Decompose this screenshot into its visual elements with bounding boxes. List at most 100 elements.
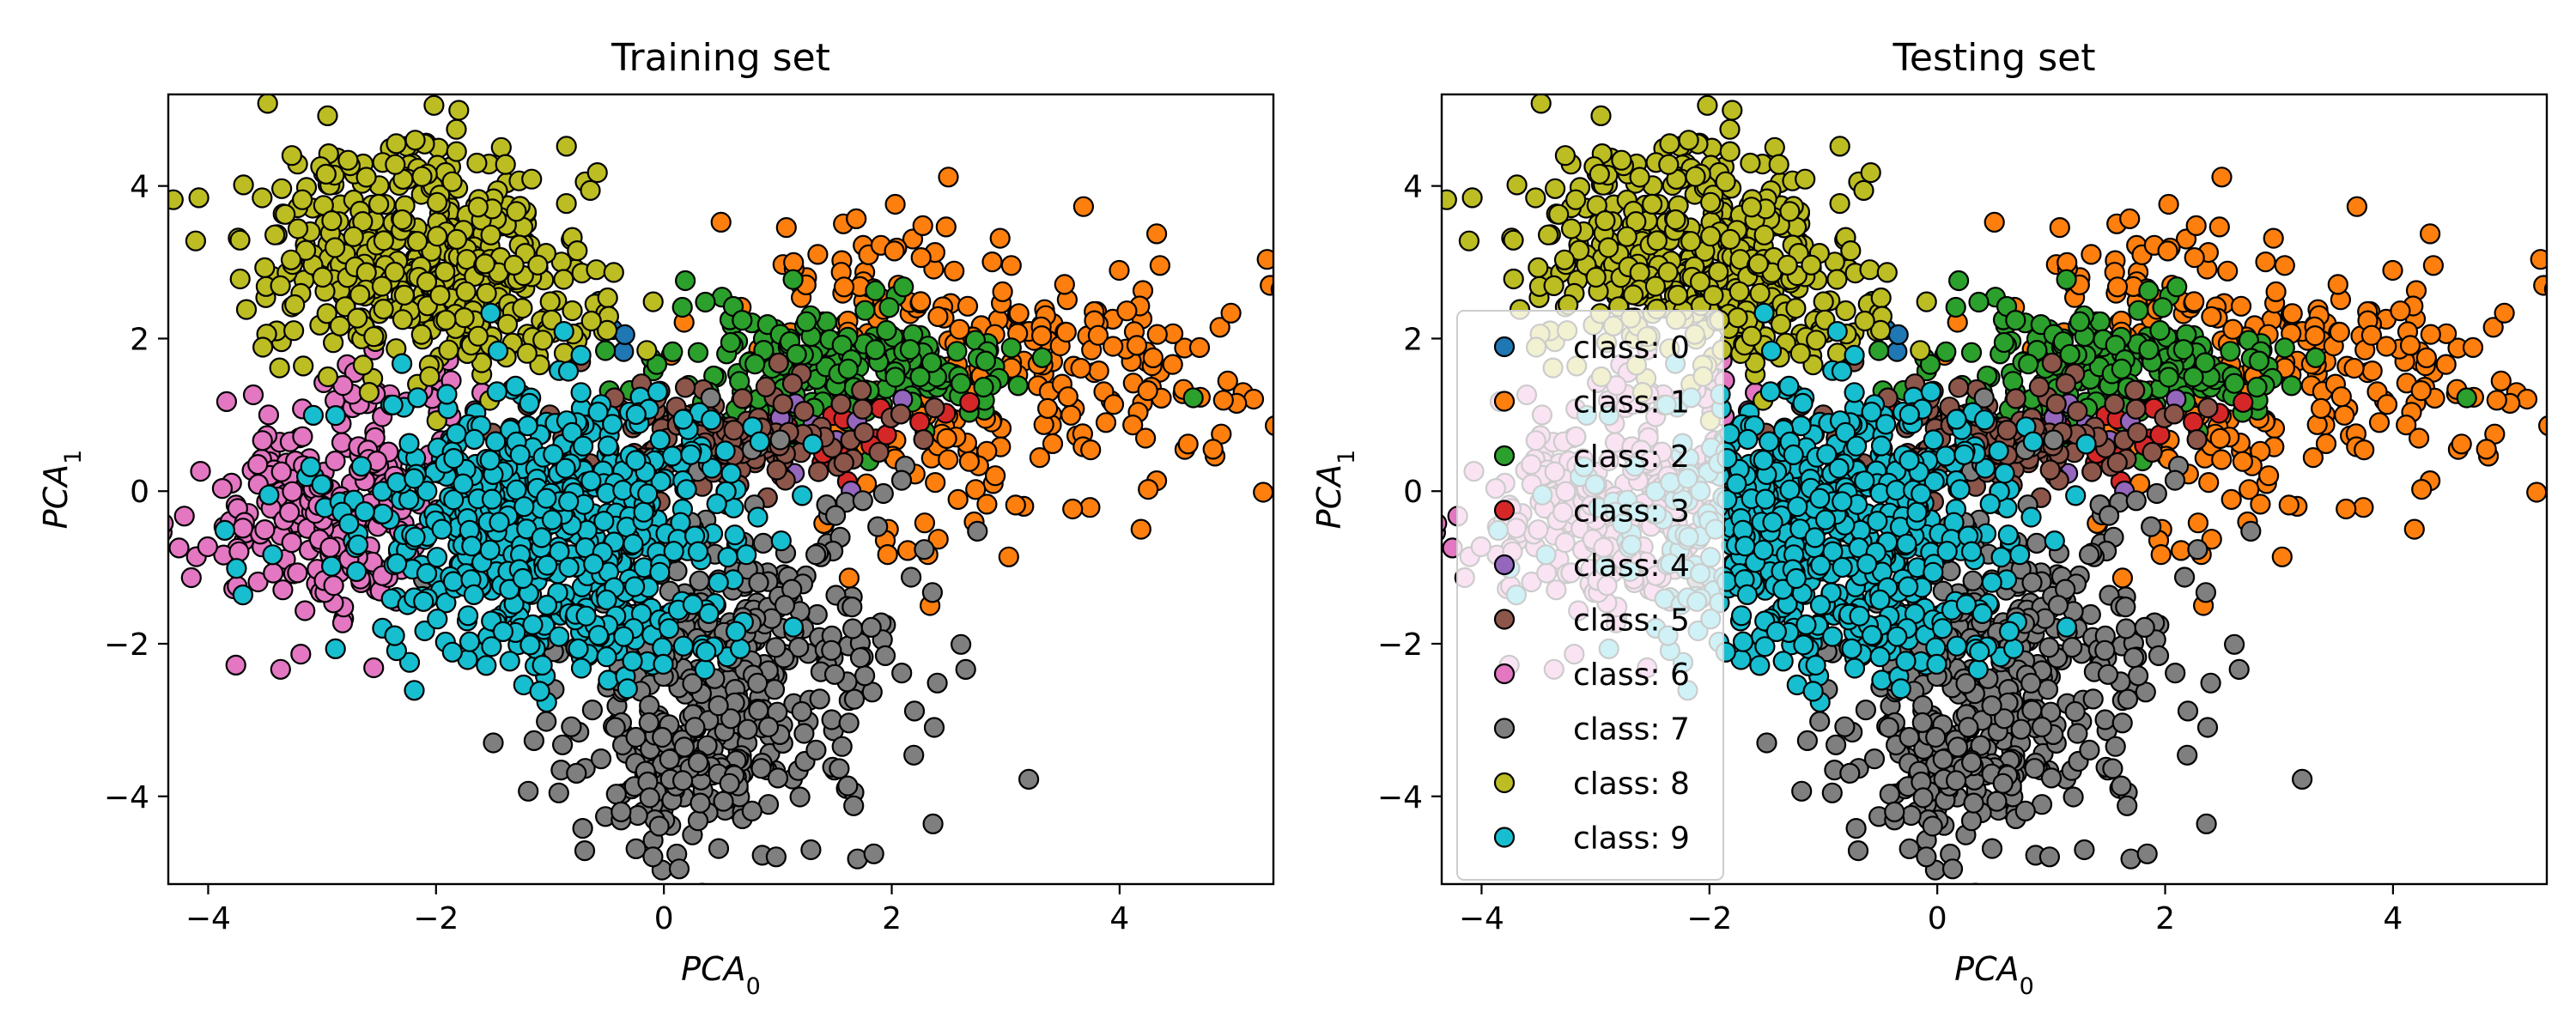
- scatter-point: [441, 171, 463, 192]
- scatter-point: [1948, 270, 1970, 292]
- scatter-point: [2021, 700, 2043, 721]
- scatter-point: [744, 354, 766, 375]
- scatter-point: [258, 484, 280, 506]
- scatter-point: [767, 767, 789, 789]
- scatter-point: [337, 149, 359, 171]
- x-tick-label: 4: [1109, 901, 1129, 936]
- scatter-point: [1860, 162, 1881, 184]
- scatter-point: [2123, 647, 2145, 669]
- scatter-point: [1916, 846, 1937, 868]
- scatter-point: [2079, 739, 2100, 761]
- scatter-point: [1832, 556, 1853, 579]
- scatter-point: [2047, 595, 2069, 616]
- scatter-point: [568, 638, 589, 660]
- scatter-point: [2530, 249, 2547, 270]
- scatter-point: [623, 533, 644, 554]
- scatter-point: [788, 636, 810, 658]
- scatter-point: [2142, 441, 2163, 464]
- scatter-point: [671, 296, 693, 318]
- scatter-point: [922, 813, 944, 835]
- scatter-point: [1062, 498, 1084, 520]
- scatter-point: [1543, 275, 1564, 296]
- scatter-point: [1981, 838, 2003, 859]
- scatter-point: [541, 509, 563, 530]
- scatter-point: [938, 449, 959, 470]
- scatter-point: [710, 211, 732, 233]
- scatter-point: [874, 645, 896, 667]
- scatter-point: [1741, 325, 1763, 347]
- scatter-point: [557, 360, 580, 382]
- scatter-point: [2164, 470, 2186, 491]
- scatter-point: [2462, 336, 2484, 358]
- scatter-point: [2533, 275, 2547, 296]
- scatter-point: [1834, 716, 1856, 737]
- scatter-point: [1005, 494, 1026, 516]
- scatter-point: [763, 679, 786, 700]
- scatter-point: [1887, 324, 1909, 345]
- scatter-point: [757, 716, 780, 738]
- scatter-point: [2082, 688, 2104, 710]
- scatter-point: [1055, 321, 1077, 343]
- scatter-point: [316, 303, 337, 324]
- scatter-point: [257, 94, 278, 114]
- scatter-point: [1088, 360, 1109, 382]
- scatter-point: [2038, 846, 2060, 868]
- scatter-point: [2105, 736, 2126, 757]
- scatter-point: [416, 481, 438, 502]
- scatter-point: [2040, 767, 2063, 789]
- scatter-point: [622, 651, 643, 672]
- scatter-point: [1813, 291, 1834, 312]
- scatter-point: [854, 665, 876, 687]
- scatter-point: [1732, 631, 1754, 652]
- scatter-point: [2081, 244, 2102, 265]
- scatter-point: [1898, 576, 1919, 597]
- x-axis-label-subscript: 0: [746, 973, 761, 1000]
- scatter-point: [352, 211, 374, 233]
- scatter-point: [416, 562, 438, 585]
- scatter-point: [2057, 251, 2078, 273]
- scatter-point: [467, 325, 489, 347]
- scatter-point: [197, 536, 218, 558]
- scatter-point: [414, 620, 435, 642]
- scatter-point: [737, 718, 758, 740]
- scatter-point: [696, 641, 717, 663]
- scatter-point: [782, 616, 805, 638]
- scatter-point: [714, 440, 736, 462]
- scatter-point: [562, 421, 583, 443]
- scatter-point: [2435, 354, 2457, 375]
- scatter-point: [1792, 392, 1814, 414]
- scatter-point: [863, 843, 884, 864]
- scatter-point: [315, 163, 337, 185]
- scatter-point: [659, 748, 680, 770]
- scatter-point: [1935, 341, 1957, 362]
- scatter-point: [658, 618, 680, 639]
- scatter-point: [1589, 163, 1610, 185]
- scatter-point: [1727, 307, 1748, 329]
- scatter-point: [586, 162, 608, 184]
- scatter-point: [254, 257, 276, 278]
- scatter-point: [694, 658, 715, 681]
- scatter-point: [2064, 700, 2086, 723]
- scatter-point: [529, 354, 550, 376]
- scatter-point: [1597, 237, 1619, 258]
- scatter-point: [1072, 196, 1095, 217]
- scatter-point: [1753, 449, 1774, 471]
- scatter-point: [1722, 100, 1743, 121]
- scatter-point: [2228, 658, 2250, 681]
- scatter-point: [1870, 435, 1893, 457]
- scatter-point: [596, 319, 618, 341]
- scatter-point: [2494, 302, 2515, 324]
- scatter-point: [1109, 259, 1130, 282]
- scatter-point: [1785, 298, 1807, 319]
- scatter-point: [838, 712, 860, 734]
- scatter-point: [2106, 276, 2129, 298]
- scatter-point: [2274, 337, 2295, 359]
- scatter-point: [927, 306, 949, 327]
- scatter-point: [590, 748, 612, 770]
- scatter-point: [2067, 723, 2088, 744]
- scatter-point: [1884, 801, 1905, 823]
- scatter-point: [1870, 287, 1892, 309]
- scatter-point: [2165, 662, 2186, 684]
